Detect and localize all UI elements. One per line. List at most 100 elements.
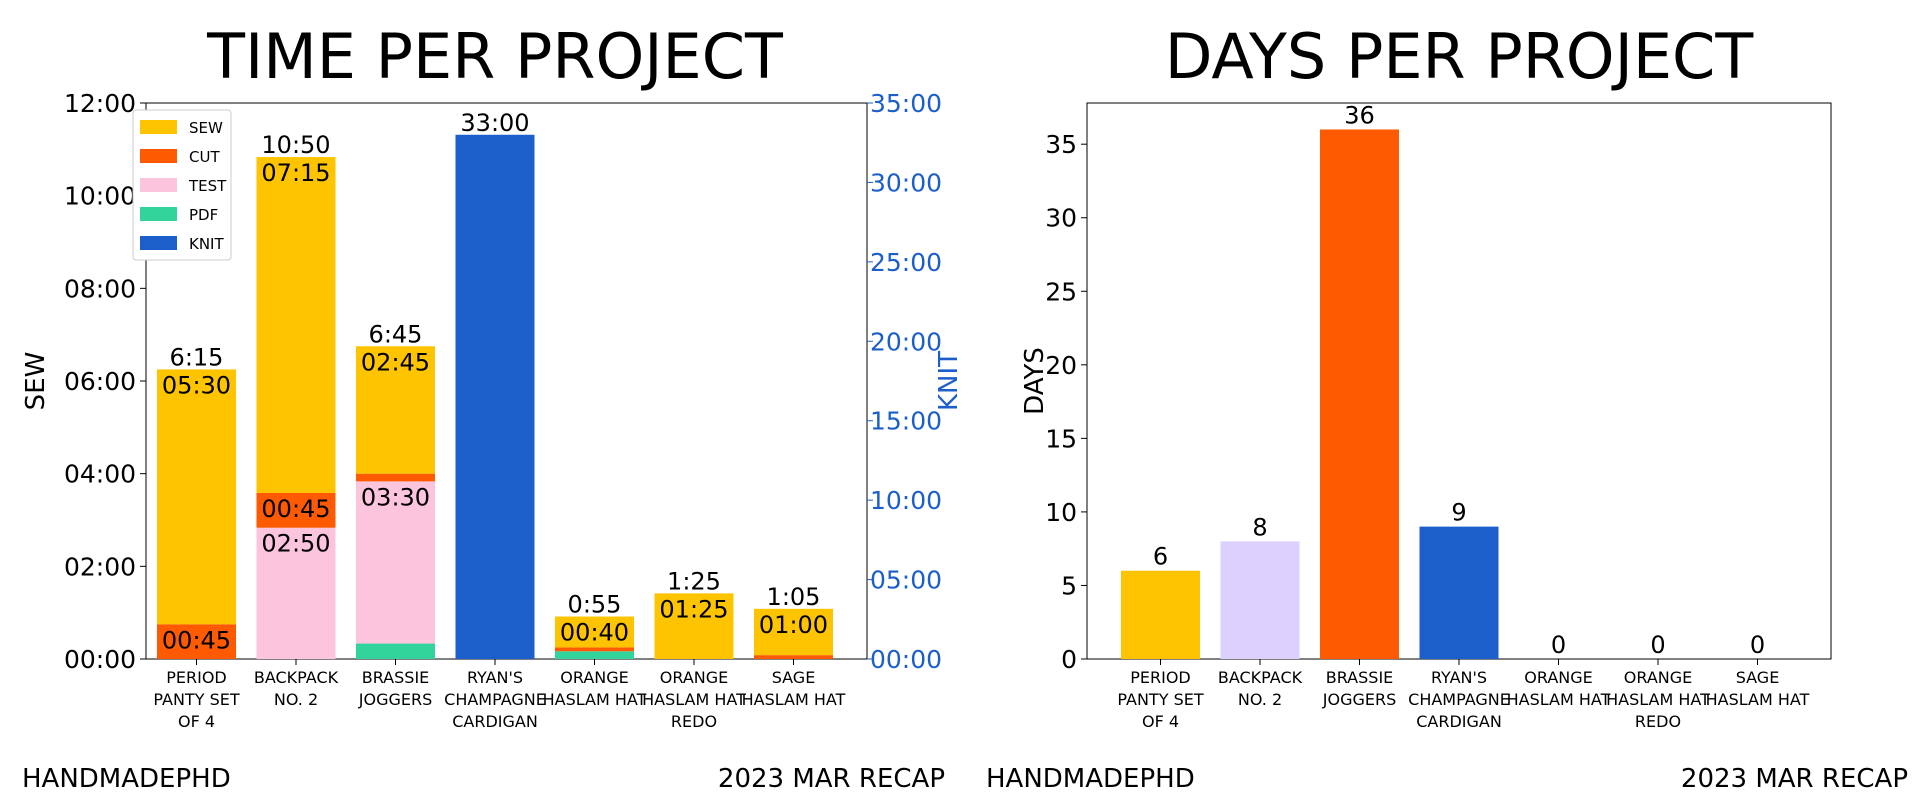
chart2-category-label: NO. 2: [1238, 690, 1282, 709]
chart2-category-label: ORANGE: [1524, 668, 1592, 687]
chart1-category-label: BACKPACK: [254, 668, 339, 687]
chart1-left-tick-label: 00:00: [64, 645, 136, 674]
chart1-right-tick-label: 25:00: [870, 248, 942, 277]
bar-total-label: 0:55: [568, 591, 622, 619]
legend-label: CUT: [189, 148, 220, 166]
segment-value-label: 03:30: [361, 483, 430, 511]
legend-swatch-knit: [140, 236, 177, 250]
chart1-category-label: CARDIGAN: [452, 712, 538, 731]
bar-total-label: 1:05: [767, 583, 821, 611]
chart2-category-label: BRASSIE: [1326, 668, 1394, 687]
bar-sew-0: [157, 369, 236, 625]
chart2-category-label: HASLAM HAT: [1507, 690, 1611, 709]
bar-sew-4: [555, 616, 634, 648]
chart1-title: TIME PER PROJECT: [206, 20, 784, 93]
chart1-right-tick-label: 10:00: [870, 486, 942, 515]
chart1-left-tick-label: 10:00: [64, 182, 136, 211]
chart2-tick-label: 25: [1045, 277, 1077, 306]
segment-value-label: 00:45: [162, 626, 231, 654]
chart1-value-labels: 6:15 10:50 6:45 33:00 0:55 1:25 1:05 05:30 00:45…: [162, 109, 828, 654]
chart1-category-label: ORANGE: [560, 668, 628, 687]
legend-box: [132, 109, 232, 261]
chart2-category-label: ORANGE: [1624, 668, 1692, 687]
legend-label: SEW: [189, 119, 223, 137]
bar-sew-1: [256, 157, 336, 493]
chart2-tick-label: 20: [1045, 351, 1077, 380]
chart2-category-label: OF 4: [1142, 712, 1179, 731]
chart1-right-tick-label: 15:00: [870, 407, 942, 436]
chart2-category-label: HASLAM HAT: [1706, 690, 1810, 709]
days-value-label: 6: [1153, 543, 1168, 571]
chart2-tick-label: 10: [1045, 498, 1077, 527]
chart1-category-label: PERIOD: [166, 668, 227, 687]
segment-value-label: 05:30: [162, 371, 231, 399]
bar-sew-6: [754, 608, 833, 656]
bar-total-label: 33:00: [460, 109, 529, 137]
legend-swatch-cut: [140, 149, 177, 163]
chart2-category-label: JOGGERS: [1322, 690, 1397, 709]
chart2-tick-label: 5: [1061, 571, 1077, 600]
chart1-category-label: REDO: [671, 712, 717, 731]
chart2-tick-label: 15: [1045, 424, 1077, 453]
chart1-category-label: BRASSIE: [362, 668, 430, 687]
chart1-left-axis-label: SEW: [21, 352, 51, 411]
days-value-label: 0: [1551, 631, 1566, 659]
legend-label: TEST: [188, 177, 227, 195]
legend-label: PDF: [189, 206, 218, 224]
bar-knit-3: [455, 134, 535, 659]
legend-swatch-sew: [140, 120, 177, 134]
segment-value-label: 02:50: [261, 530, 330, 558]
chart2-category-label: RYAN'S: [1431, 668, 1487, 687]
chart1-right-tick-label: 00:00: [870, 645, 942, 674]
chart1-category-label: OF 4: [178, 712, 215, 731]
chart2-category-label: CARDIGAN: [1416, 712, 1502, 731]
chart2-category-label: REDO: [1635, 712, 1681, 731]
days-bar-1: [1220, 541, 1300, 659]
chart1-right-ticks: 00:00 05:00 10:00 15:00 20:00 25:00 30:00 35:00: [867, 89, 942, 674]
chart2-category-label: HASLAM HAT: [1606, 690, 1710, 709]
bar-sew-5: [654, 593, 734, 659]
chart2-category-label: CHAMPAGNE: [1408, 690, 1510, 709]
chart1-left-tick-label: 04:00: [64, 460, 136, 489]
chart1-category-label: HASLAM HAT: [642, 690, 746, 709]
footer-right-1: 2023 MAR RECAP: [718, 764, 945, 794]
segment-value-label: 02:45: [361, 348, 430, 376]
segment-value-label: 00:45: [261, 495, 330, 523]
chart1-right-tick-label: 20:00: [870, 327, 942, 356]
bar-cut-4: [555, 647, 634, 652]
chart2-category-labels: PERIOD PANTY SET OF 4 BACKPACK NO. 2 BRASSIE J…: [1117, 659, 1810, 731]
bar-cut-0: [157, 624, 236, 659]
segment-value-label: 00:40: [560, 619, 629, 647]
chart1-left-tick-label: 08:00: [64, 274, 136, 303]
bar-pdf-4: [555, 651, 634, 659]
chart1-left-tick-label: 12:00: [64, 89, 136, 118]
bar-total-label: 1:25: [667, 567, 721, 595]
chart1-category-label: PANTY SET: [153, 690, 239, 709]
bar-test-2: [356, 481, 435, 644]
chart2-category-label: BACKPACK: [1218, 668, 1303, 687]
chart1-right-tick-label: 05:00: [870, 566, 942, 595]
bar-test-1: [256, 527, 336, 659]
chart2-category-label: PANTY SET: [1117, 690, 1203, 709]
chart2-category-label: PERIOD: [1130, 668, 1191, 687]
chart1-legend: SEW CUT TEST PDF KNIT: [132, 109, 232, 261]
chart1-category-label: SAGE: [772, 668, 816, 687]
chart1-left-tick-label: 02:00: [64, 552, 136, 581]
chart2-bars: [1121, 129, 1499, 659]
footer-left-1: HANDMADEPHD: [22, 764, 231, 794]
bar-total-label: 10:50: [261, 131, 330, 159]
segment-value-label: 01:00: [759, 611, 828, 639]
chart1-category-label: HASLAM HAT: [543, 690, 647, 709]
days-value-label: 8: [1252, 513, 1267, 541]
chart1-category-label: RYAN'S: [467, 668, 523, 687]
chart1-right-tick-label: 35:00: [870, 89, 942, 118]
chart2-axis-label: DAYS: [1020, 347, 1050, 415]
chart1-bars: [157, 134, 833, 659]
segment-value-label: 07:15: [261, 159, 330, 187]
chart1-right-tick-label: 30:00: [870, 168, 942, 197]
footer-right-2: 2023 MAR RECAP: [1681, 764, 1908, 794]
bar-pdf-2: [356, 643, 435, 659]
chart1-category-label: HASLAM HAT: [742, 690, 846, 709]
bar-cut-1: [256, 492, 336, 528]
